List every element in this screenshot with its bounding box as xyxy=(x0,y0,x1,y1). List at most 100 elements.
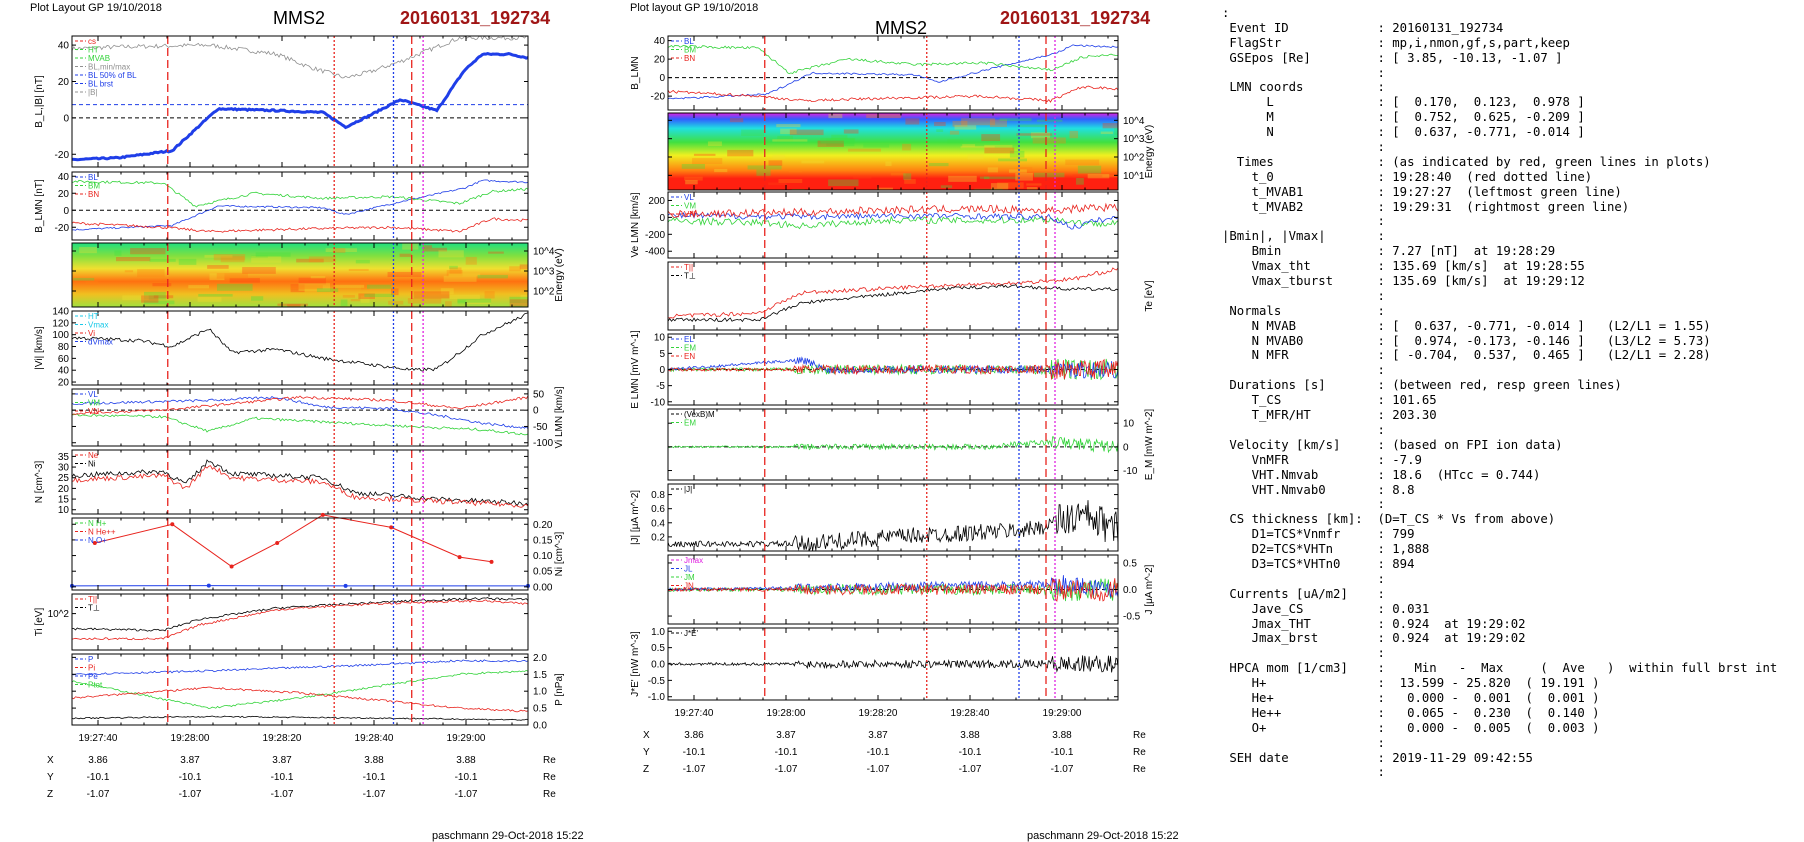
spectrogram-texture xyxy=(844,129,859,133)
legend-entry: |J| xyxy=(684,485,692,494)
y-tick-label: 30 xyxy=(58,463,70,474)
spectrogram-texture xyxy=(685,180,698,184)
spectrogram-texture xyxy=(769,160,783,166)
legend-entry: BN xyxy=(88,190,99,199)
y-tick-label: 60 xyxy=(58,354,70,365)
position-value: -1.07 xyxy=(271,789,294,800)
spectrogram-texture xyxy=(449,295,479,299)
series-Tperp xyxy=(668,285,1118,322)
x-tick-label: 19:28:20 xyxy=(859,708,898,719)
spectrogram-texture xyxy=(364,294,394,297)
position-row-label: Z xyxy=(643,764,649,775)
summary-line: M : [ 0.752, 0.625, -0.209 ] xyxy=(1222,110,1802,125)
y-tick-label: 10^4 xyxy=(1123,116,1145,127)
panel-frame xyxy=(668,192,1118,258)
spectrogram-texture xyxy=(152,283,171,286)
summary-line: Event ID : 20160131_192734 xyxy=(1222,21,1802,36)
position-value: -1.07 xyxy=(455,789,478,800)
x-tick-label: 19:27:40 xyxy=(675,708,714,719)
spectrogram-texture xyxy=(948,176,977,182)
y-tick-label: 20 xyxy=(58,189,70,200)
spectrogram-texture xyxy=(116,257,150,261)
summary-line: : xyxy=(1222,572,1802,587)
position-value: -1.07 xyxy=(363,789,386,800)
legend-entry: VN xyxy=(88,407,99,416)
y-tick-label: 10^3 xyxy=(1123,134,1145,145)
spectrogram-texture xyxy=(1065,160,1099,165)
panel-te: Te [eV]T||T⊥ xyxy=(668,262,1155,330)
position-value: -10.1 xyxy=(87,772,110,783)
position-row-label: X xyxy=(47,755,54,766)
summary-line: N : [ 0.637, -0.771, -0.014 ] xyxy=(1222,125,1802,140)
series-BM xyxy=(72,180,528,207)
spectrogram-texture xyxy=(408,298,441,304)
spectrogram-texture xyxy=(684,177,703,181)
spectrogram-texture xyxy=(962,144,975,147)
legend-entry: J*E' xyxy=(684,629,698,638)
spectrogram-texture xyxy=(778,179,802,183)
summary-line: : xyxy=(1222,289,1802,304)
series-VM xyxy=(72,414,528,435)
spectrogram-texture xyxy=(217,284,253,291)
summary-line: : xyxy=(1222,6,1802,21)
series-VL xyxy=(72,397,528,429)
position-row-label: Z xyxy=(47,789,53,800)
position-value: -1.07 xyxy=(1051,764,1074,775)
y-tick-label: 0 xyxy=(659,73,665,84)
position-value: 3.87 xyxy=(272,755,292,766)
y-tick-label: 0 xyxy=(659,365,665,376)
spectrogram-texture xyxy=(772,155,784,159)
position-row-label: Y xyxy=(47,772,54,783)
y-tick-label: 10 xyxy=(58,505,70,516)
spectrogram-texture xyxy=(309,256,336,262)
y-tick-label: 0.6 xyxy=(651,504,665,515)
spectrogram-texture xyxy=(179,259,197,265)
position-value: -1.07 xyxy=(683,764,706,775)
series-marker xyxy=(344,584,348,588)
position-value: -1.07 xyxy=(775,764,798,775)
legend-entry: dVmax xyxy=(88,338,113,347)
y-tick-label: -50 xyxy=(533,422,548,433)
legend-entry: N O+ xyxy=(88,536,107,545)
position-row-label: Y xyxy=(643,747,650,758)
spectrogram-texture xyxy=(423,245,432,248)
spectrogram-texture xyxy=(1088,174,1110,178)
y-tick-label: 50 xyxy=(533,389,545,400)
spectrogram-texture xyxy=(1037,120,1062,122)
y-tick-label: 0.5 xyxy=(1123,558,1137,569)
y-tick-label: 10^2 xyxy=(533,287,555,298)
y-tick-label: 40 xyxy=(58,366,70,377)
spectrogram-texture xyxy=(438,250,463,257)
y-tick-label: -10 xyxy=(651,397,666,408)
position-value: -10.1 xyxy=(959,747,982,758)
position-value: -10.1 xyxy=(455,772,478,783)
spectrogram-texture xyxy=(904,179,916,184)
spectrogram-texture xyxy=(955,125,977,129)
spectrogram-texture xyxy=(1034,173,1064,178)
position-value: -1.07 xyxy=(179,789,202,800)
y-tick-label: 0.5 xyxy=(651,643,665,654)
summary-line: N MVAB0 : [ 0.974, -0.173, -0.146 ] (L3/… xyxy=(1222,334,1802,349)
spectrogram-texture xyxy=(727,150,753,156)
position-value: 3.88 xyxy=(456,755,476,766)
spectrogram-texture xyxy=(828,180,858,187)
series-PB xyxy=(72,670,528,708)
position-value: -1.07 xyxy=(959,764,982,775)
spectrogram-texture xyxy=(317,288,338,292)
spectrogram-texture xyxy=(349,269,369,271)
series-|J| xyxy=(668,500,1118,551)
y-tick-label: 0.20 xyxy=(533,520,553,531)
spectrogram-texture xyxy=(741,130,764,136)
position-unit: Re xyxy=(1133,764,1146,775)
spectrogram-texture xyxy=(1114,128,1118,135)
spectrogram-texture xyxy=(941,185,952,188)
spectrogram-texture xyxy=(988,167,998,172)
series-|B| xyxy=(72,36,528,78)
legend-entry: BN xyxy=(684,54,695,63)
series-He++ xyxy=(95,515,492,567)
summary-line: SEH date : 2019-11-29 09:42:55 xyxy=(1222,751,1802,766)
spectrogram-texture xyxy=(485,291,495,298)
